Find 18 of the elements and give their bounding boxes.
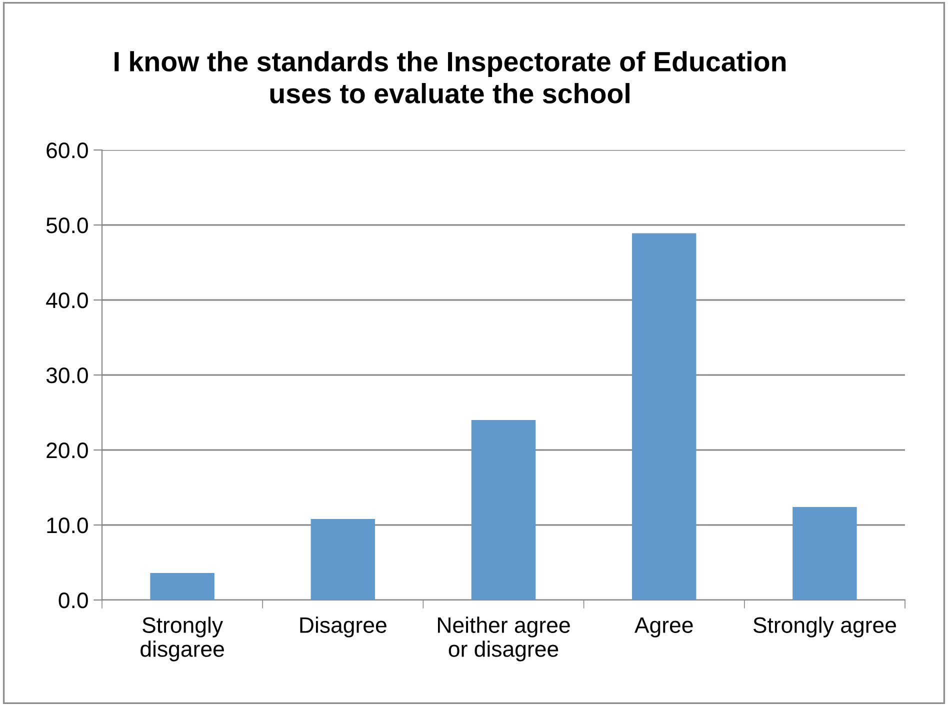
x-tick-label: Disagree xyxy=(300,616,386,638)
y-tick-label: 30.0 xyxy=(46,368,88,384)
y-tick-label: 20.0 xyxy=(46,442,88,458)
bar xyxy=(310,519,376,600)
bar xyxy=(150,573,214,600)
x-tick-label: Neither agree or disagree xyxy=(438,616,570,662)
chart-title: I know the standards the Inspectorate of Education uses to evaluate the school xyxy=(114,51,786,104)
x-tick-label: Strongly agree xyxy=(753,616,896,638)
y-tick-label: 10.0 xyxy=(47,518,88,534)
bar xyxy=(471,420,536,600)
bar xyxy=(632,233,696,600)
y-tick-label: 50.0 xyxy=(46,218,88,234)
y-tick-label: 40.0 xyxy=(46,292,88,308)
y-tick-label: 60.0 xyxy=(46,142,88,158)
bar xyxy=(792,507,857,600)
y-tick-label: 0.0 xyxy=(58,592,88,608)
x-tick-label: Strongly disgaree xyxy=(140,616,224,662)
x-tick-label: Agree xyxy=(634,617,693,638)
